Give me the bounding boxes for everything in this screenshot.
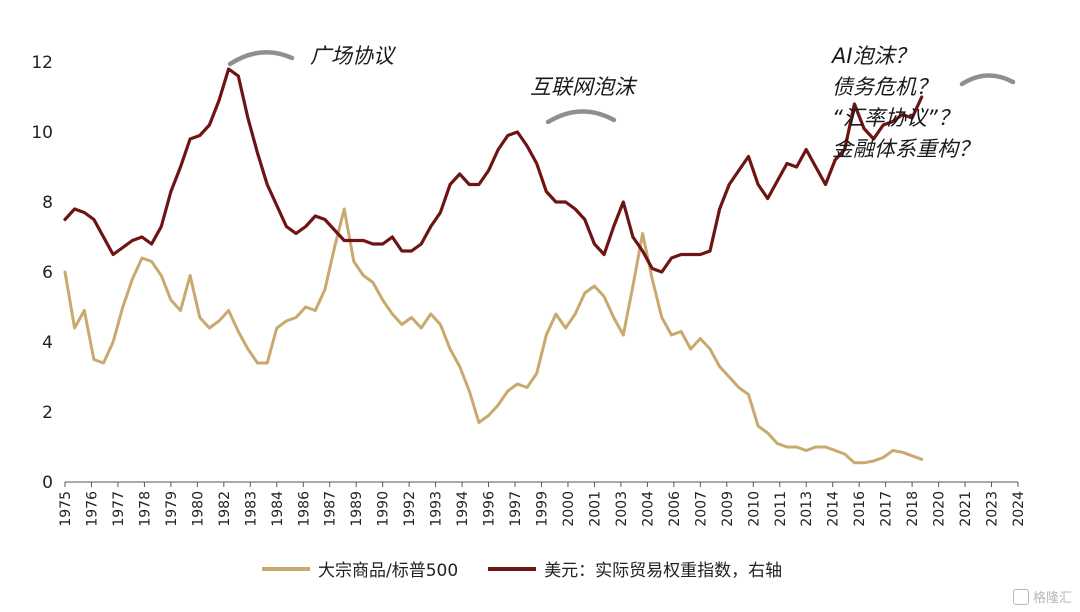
x-tick-label: 1997 — [508, 491, 524, 527]
y-tick-label: 4 — [42, 333, 53, 353]
x-tick-label: 2007 — [693, 491, 709, 527]
y-tick-label: 12 — [31, 53, 53, 73]
watermark-text: 格隆汇 — [1032, 591, 1072, 606]
x-tick-label: 1984 — [270, 491, 286, 527]
x-tick-label: 2011 — [773, 491, 789, 527]
y-tick-label: 8 — [42, 193, 53, 213]
x-tick-label: 1976 — [84, 491, 100, 527]
x-tick-label: 2014 — [826, 491, 842, 527]
x-tick-label: 1977 — [111, 491, 127, 527]
x-tick-label: 1987 — [323, 491, 339, 527]
x-tick-label: 2013 — [799, 491, 815, 527]
legend: 大宗商品/标普500 美元：实际贸易权重指数，右轴 — [262, 556, 812, 581]
annotation-debt-crisis: 债务危机？ — [832, 75, 937, 99]
x-tick-label: 1994 — [455, 491, 471, 527]
x-tick-label: 1980 — [190, 491, 206, 527]
x-tick-label: 1975 — [58, 491, 74, 527]
x-tick-label: 1990 — [376, 491, 392, 527]
x-tick-label: 2010 — [746, 491, 762, 527]
annotation-ai-bubble: AI泡沫？ — [830, 44, 916, 68]
highlight-arc — [545, 109, 617, 125]
x-tick-label: 2004 — [640, 491, 656, 527]
x-tick-label: 2006 — [667, 491, 683, 527]
legend-swatch-commodity — [262, 566, 310, 571]
x-tick-label: 1979 — [164, 491, 180, 527]
legend-swatch-dollar — [488, 566, 537, 571]
y-axis-ticks: 0 2 4 6 8 10 12 — [31, 53, 53, 493]
x-tick-label: 2003 — [614, 491, 630, 527]
annotation-financial-restructure: 金融体系重构？ — [832, 137, 979, 161]
x-tick-label: 2021 — [958, 491, 974, 527]
watermark-logo-icon — [1012, 588, 1029, 605]
x-tick-label: 2018 — [905, 491, 921, 527]
x-tick-label: 2009 — [720, 491, 736, 527]
highlight-arcs — [227, 50, 1016, 125]
annotation-dotcom-bubble: 互联网泡沫 — [530, 75, 638, 99]
y-tick-label: 10 — [31, 123, 53, 143]
x-tick-label: 1989 — [349, 491, 365, 527]
legend-label-commodity: 大宗商品/标普500 — [318, 561, 459, 581]
x-tick-label: 1996 — [482, 491, 498, 527]
annotation-fx-accord: “汇率协议”？ — [832, 106, 959, 130]
watermark: 格隆汇 — [1012, 587, 1072, 606]
x-tick-label: 1992 — [402, 491, 418, 527]
highlight-arc — [227, 50, 295, 67]
y-tick-label: 6 — [42, 263, 53, 283]
x-tick-label: 1986 — [296, 491, 312, 527]
series-line-dollar — [63, 67, 924, 274]
x-tick-label: 2017 — [879, 491, 895, 527]
legend-item-dollar: 美元：实际贸易权重指数，右轴 — [488, 556, 782, 581]
annotation-plaza-accord: 广场协议 — [310, 44, 397, 68]
highlight-arc — [959, 73, 1016, 87]
x-tick-label: 2023 — [985, 491, 1001, 527]
x-tick-label: 1993 — [429, 491, 445, 527]
x-tick-label: 2020 — [932, 491, 948, 527]
x-tick-label: 2024 — [1011, 491, 1027, 527]
y-tick-label: 0 — [42, 473, 53, 493]
series-line-commodity — [63, 207, 924, 465]
x-tick-label: 1982 — [217, 491, 233, 527]
y-tick-label: 2 — [42, 403, 53, 423]
x-tick-label: 1999 — [535, 491, 551, 527]
x-tick-label: 1978 — [137, 491, 153, 527]
x-tick-label: 2001 — [587, 491, 603, 527]
x-tick-label: 2000 — [561, 491, 577, 527]
legend-label-dollar: 美元：实际贸易权重指数，右轴 — [544, 561, 783, 581]
x-axis-ticks: 1975 1976 1977 1978 1979 1980 1982 1983 1984 1986… — [58, 482, 1027, 527]
legend-item-commodity: 大宗商品/标普500 — [262, 556, 458, 581]
x-tick-label: 2016 — [852, 491, 868, 527]
x-tick-label: 1983 — [243, 491, 259, 527]
series-layer — [63, 67, 924, 465]
